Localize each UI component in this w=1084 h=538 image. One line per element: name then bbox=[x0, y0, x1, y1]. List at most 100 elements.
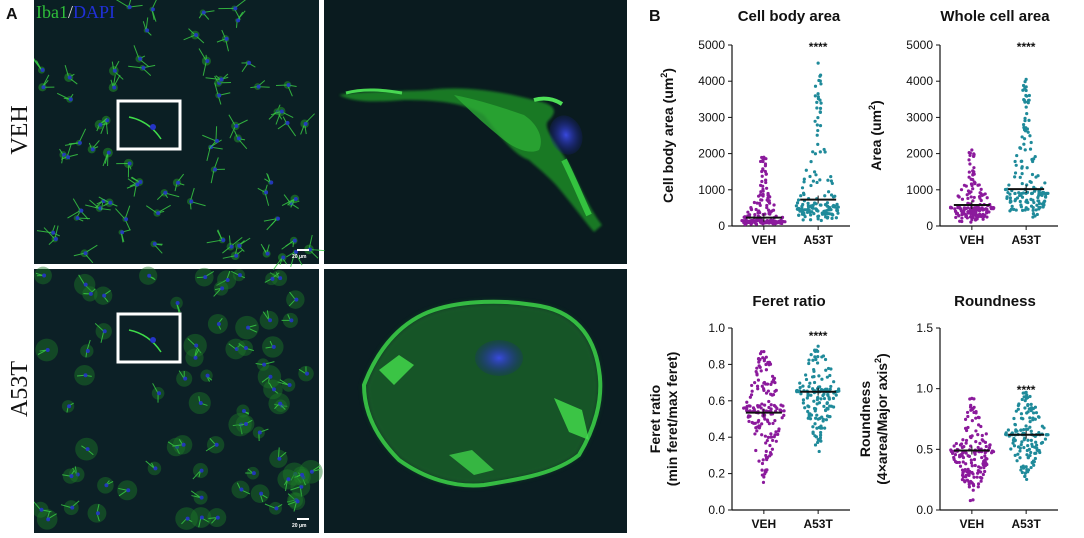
data-point bbox=[766, 439, 769, 442]
data-point bbox=[974, 440, 977, 443]
data-point bbox=[766, 383, 769, 386]
data-point bbox=[765, 458, 768, 461]
data-point bbox=[835, 216, 838, 219]
data-point bbox=[773, 419, 776, 422]
data-point bbox=[806, 396, 809, 399]
data-point bbox=[817, 345, 820, 348]
data-point bbox=[833, 195, 836, 198]
data-point bbox=[760, 369, 763, 372]
data-point bbox=[971, 173, 974, 176]
data-point bbox=[765, 368, 768, 371]
data-point bbox=[750, 393, 753, 396]
data-point bbox=[778, 219, 781, 222]
data-point bbox=[831, 213, 834, 216]
data-point bbox=[814, 94, 817, 97]
data-point bbox=[1034, 175, 1037, 178]
data-point bbox=[812, 368, 815, 371]
data-point bbox=[769, 436, 772, 439]
data-point bbox=[959, 443, 962, 446]
data-point bbox=[809, 184, 812, 187]
data-point bbox=[1007, 428, 1010, 431]
data-point bbox=[814, 152, 817, 155]
data-point bbox=[985, 215, 988, 218]
data-point bbox=[1032, 157, 1035, 160]
data-point bbox=[832, 380, 835, 383]
data-point bbox=[760, 221, 763, 224]
data-point bbox=[1004, 188, 1007, 191]
data-point bbox=[828, 398, 831, 401]
data-point bbox=[970, 397, 973, 400]
data-point bbox=[968, 485, 971, 488]
x-tick-label: VEH bbox=[752, 233, 777, 247]
data-point bbox=[1028, 134, 1031, 137]
data-point bbox=[817, 79, 820, 82]
data-point bbox=[969, 436, 972, 439]
x-tick-label: A53T bbox=[1011, 517, 1041, 531]
data-point bbox=[971, 407, 974, 410]
data-point bbox=[1037, 415, 1040, 418]
data-point bbox=[775, 440, 778, 443]
data-point bbox=[816, 129, 819, 132]
data-point bbox=[980, 188, 983, 191]
data-point bbox=[815, 181, 818, 184]
y-tick-label: 0.4 bbox=[708, 430, 725, 444]
data-point bbox=[812, 180, 815, 183]
data-point bbox=[816, 402, 819, 405]
data-point bbox=[813, 170, 816, 173]
data-point bbox=[1018, 456, 1021, 459]
data-point bbox=[1021, 471, 1024, 474]
data-point bbox=[1037, 199, 1040, 202]
data-point bbox=[823, 426, 826, 429]
data-point bbox=[816, 123, 819, 126]
series-veh bbox=[742, 350, 786, 484]
data-point bbox=[1012, 208, 1015, 211]
data-point bbox=[771, 439, 774, 442]
data-point bbox=[1022, 123, 1025, 126]
data-point bbox=[1018, 449, 1021, 452]
data-point bbox=[972, 489, 975, 492]
data-point bbox=[1043, 199, 1046, 202]
data-point bbox=[970, 461, 973, 464]
data-point bbox=[972, 476, 975, 479]
data-point bbox=[1025, 95, 1028, 98]
data-point bbox=[1023, 475, 1026, 478]
data-point bbox=[1023, 137, 1026, 140]
data-point bbox=[1045, 433, 1048, 436]
y-axis-label-line2: (4×area/Major axis2) bbox=[873, 353, 890, 484]
data-point bbox=[764, 454, 767, 457]
data-point bbox=[1034, 457, 1037, 460]
data-point bbox=[826, 394, 829, 397]
data-point bbox=[962, 445, 965, 448]
data-point bbox=[971, 419, 974, 422]
significance-label: **** bbox=[1017, 40, 1036, 54]
data-point bbox=[757, 195, 760, 198]
data-point bbox=[807, 405, 810, 408]
data-point bbox=[990, 207, 993, 210]
data-point bbox=[969, 190, 972, 193]
data-point bbox=[983, 470, 986, 473]
data-point bbox=[763, 404, 766, 407]
data-point bbox=[969, 480, 972, 483]
data-point bbox=[1006, 195, 1009, 198]
y-tick-label: 1000 bbox=[698, 183, 725, 197]
data-point bbox=[1020, 412, 1023, 415]
data-point bbox=[955, 461, 958, 464]
data-point bbox=[773, 433, 776, 436]
x-tick-label: A53T bbox=[803, 517, 833, 531]
data-point bbox=[1030, 406, 1033, 409]
y-tick-label: 0.8 bbox=[708, 357, 725, 371]
data-point bbox=[985, 445, 988, 448]
data-point bbox=[835, 207, 838, 210]
data-point bbox=[980, 199, 983, 202]
data-point bbox=[958, 195, 961, 198]
data-point bbox=[822, 405, 825, 408]
data-point bbox=[1041, 192, 1044, 195]
data-point bbox=[962, 460, 965, 463]
data-point bbox=[1030, 430, 1033, 433]
data-point bbox=[1032, 411, 1035, 414]
data-point bbox=[966, 415, 969, 418]
data-point bbox=[775, 407, 778, 410]
data-point bbox=[1014, 423, 1017, 426]
data-point bbox=[817, 62, 820, 65]
